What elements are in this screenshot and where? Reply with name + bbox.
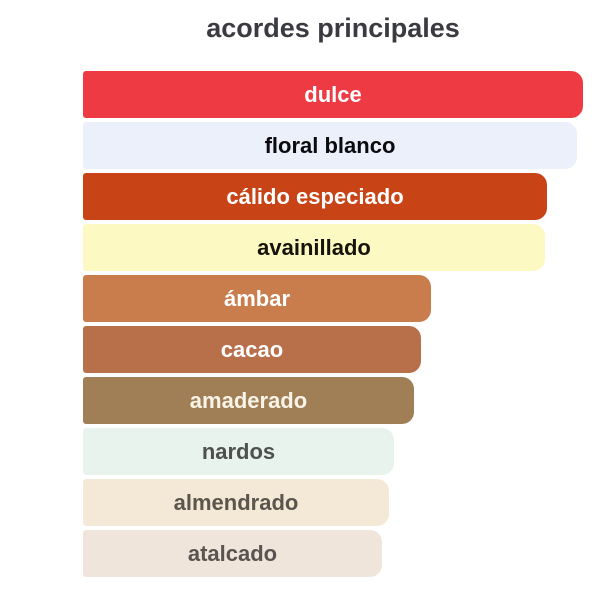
accord-bar-calido-especiado: cálido especiado: [83, 173, 547, 220]
accord-bar-nardos: nardos: [83, 428, 394, 475]
accords-bar-list: dulce floral blanco cálido especiado ava…: [83, 71, 583, 577]
accord-label: floral blanco: [264, 133, 396, 158]
accord-bar-floral-blanco: floral blanco: [83, 122, 577, 169]
accord-label: cálido especiado: [226, 184, 404, 209]
accord-label: dulce: [304, 82, 362, 107]
main-accords-panel: acordes principales dulce floral blanco …: [83, 0, 583, 581]
accord-label: avainillado: [257, 235, 371, 260]
accord-bar-atalcado: atalcado: [83, 530, 382, 577]
accord-bar-amaderado: amaderado: [83, 377, 414, 424]
accord-label: ámbar: [223, 286, 291, 311]
chart-title: acordes principales: [206, 13, 460, 43]
accord-label: amaderado: [189, 388, 308, 413]
accord-label: almendrado: [173, 490, 299, 515]
accord-bar-avainillado: avainillado: [83, 224, 545, 271]
accord-label: cacao: [220, 337, 284, 362]
accord-label: atalcado: [187, 541, 278, 566]
accord-bar-dulce: dulce: [83, 71, 583, 118]
accord-bar-ambar: ámbar: [83, 275, 431, 322]
accord-label: nardos: [201, 439, 276, 464]
accord-bar-almendrado: almendrado: [83, 479, 389, 526]
accord-bar-cacao: cacao: [83, 326, 421, 373]
